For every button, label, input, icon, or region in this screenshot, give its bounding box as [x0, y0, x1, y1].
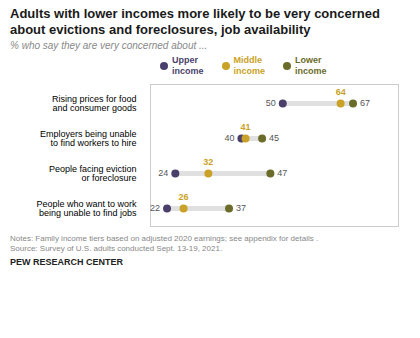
html-text:PEW RESEARCH CENTER: PEW RESEARCH CENTER	[10, 256, 123, 267]
svg-text:47: 47	[277, 168, 287, 178]
html-text:Adults with lower incomes more: Adults with lower incomes more likely to…	[10, 6, 380, 37]
svg-text:Rising prices for foodand cons: Rising prices for foodand consumer goods	[52, 94, 137, 113]
svg-text:People who want to workbeing u: People who want to workbeing unable to f…	[36, 199, 137, 218]
svg-text:22: 22	[150, 203, 160, 213]
svg-text:67: 67	[360, 98, 370, 108]
html-text:Upper income: Upper income	[172, 55, 204, 76]
html-text:Middle income: Middle income	[233, 55, 265, 76]
svg-text:Employers being unableto find: Employers being unableto find workers to…	[40, 129, 137, 148]
html-text:Source: Survey of U.S. adults: Source: Survey of U.S. adults conducted …	[10, 243, 223, 253]
svg-text:24: 24	[158, 168, 168, 178]
svg-text:41: 41	[241, 122, 251, 132]
html-text:% who say they are very concer: % who say they are very concerned about …	[10, 40, 208, 52]
svg-text:37: 37	[236, 203, 246, 213]
html-text:Lower income: Lower income	[295, 55, 327, 76]
html-text:Notes: Family income tiers bas: Notes: Family income tiers based on adju…	[10, 233, 319, 243]
svg-text:People facing evictionor forec: People facing evictionor foreclosure	[49, 164, 137, 183]
svg-text:64: 64	[336, 87, 346, 97]
svg-text:26: 26	[179, 192, 189, 202]
svg-text:45: 45	[269, 133, 279, 143]
svg-text:50: 50	[266, 98, 276, 108]
svg-text:32: 32	[203, 157, 213, 167]
svg-text:40: 40	[224, 133, 234, 143]
